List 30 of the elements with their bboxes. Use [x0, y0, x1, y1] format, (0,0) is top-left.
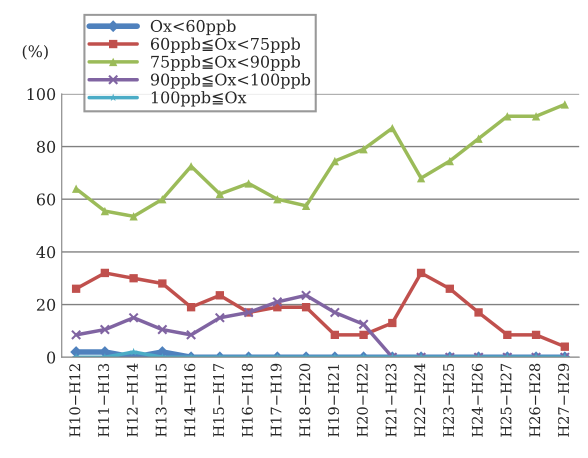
x-tick-label: H13−H15 [156, 364, 167, 437]
y-axis-title: (%) [22, 44, 48, 60]
x-tick-label: H24−H26 [472, 364, 483, 437]
x-tick-label: H10−H12 [69, 364, 80, 437]
y-tick-label: 80 [36, 140, 56, 153]
x-tick-label: H27−H29 [558, 364, 570, 437]
legend-label: 60ppb≦Ox<75ppb [150, 38, 300, 53]
x-tick-label: H17−H19 [270, 364, 282, 437]
legend-label: 90ppb≦Ox<100ppb [150, 73, 310, 89]
legend-label: 100ppb≦Ox [152, 91, 246, 107]
legend-label: 75ppb≦Ox<90ppb [151, 55, 300, 71]
y-tick-label: 0 [47, 351, 56, 364]
x-tick-label: H20−H22 [356, 364, 368, 437]
x-tick-label: H25−H27 [500, 364, 512, 437]
x-tick-label: H26−H28 [529, 364, 540, 437]
x-tick-label: H22−H24 [414, 364, 426, 437]
x-tick-label: H19−H21 [328, 364, 340, 437]
y-tick-label: 100 [28, 88, 56, 100]
x-tick-label: H12−H14 [126, 364, 138, 437]
y-tick-label: 40 [36, 246, 56, 258]
y-tick-label: 60 [36, 193, 56, 206]
x-tick-label: H18−H20 [299, 364, 310, 437]
x-tick-label: H21−H23 [386, 364, 397, 437]
x-tick-label: H23−H25 [443, 364, 454, 437]
x-tick-label: H14−H16 [184, 364, 196, 437]
x-tick-label: H11−H13 [98, 364, 110, 437]
legend-label: Ox<60ppb [150, 20, 236, 36]
y-tick-label: 20 [36, 298, 56, 311]
x-tick-label: H15−H17 [213, 364, 224, 437]
x-tick-label: H16−H18 [242, 364, 253, 437]
